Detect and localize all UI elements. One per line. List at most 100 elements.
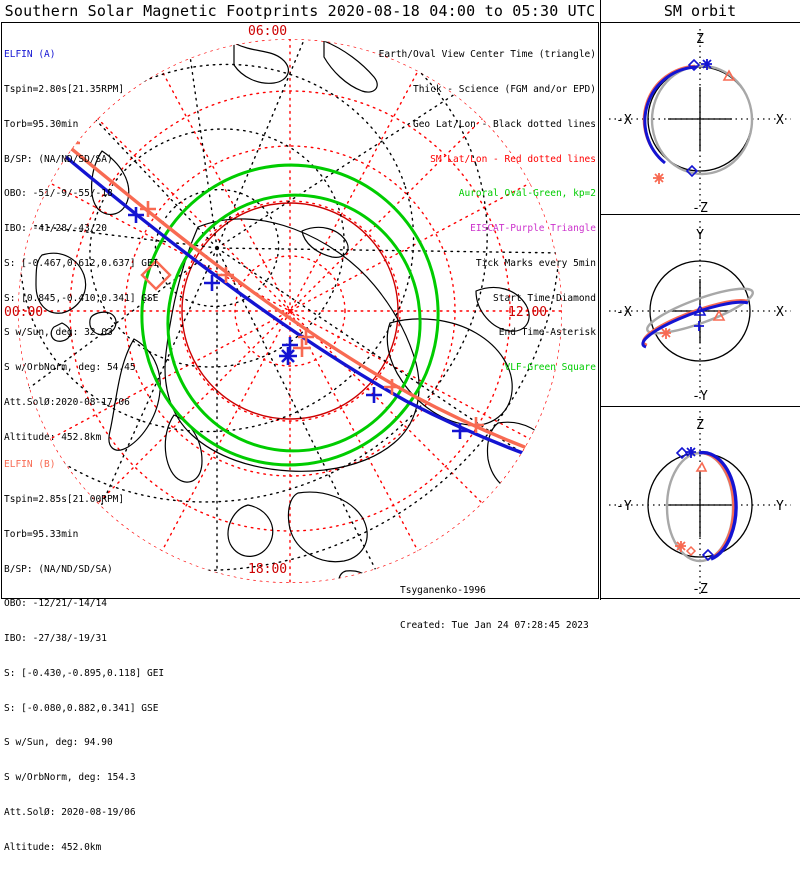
clock-label-right: 12:00 (508, 305, 548, 320)
axis-cross-xz (668, 87, 732, 151)
polar-map-svg (18, 39, 562, 583)
orbit-elfin-b-yz (700, 451, 735, 559)
axis-label-up-yz: Z (696, 418, 704, 433)
marker-center-asterisk-a (279, 347, 297, 365)
figure-root: Southern Solar Magnetic Footprints 2020-… (0, 0, 800, 853)
legend-item-5: EISCAT-Purple Triangle (470, 223, 596, 235)
elfin-b-line-4: IBO: -27/38/-19/31 (4, 633, 107, 645)
marker-asterisk-a-yz (685, 447, 696, 458)
orbit-gray-xy (646, 287, 754, 335)
coastlines (35, 40, 559, 583)
elfin-b-line-9: Att.SolØ: 2020-08-19/06 (4, 807, 136, 818)
marker-center-asterisk-b (293, 339, 311, 357)
marker-start-diamond-b (140, 259, 172, 291)
sm-orbit-title: SM orbit (663, 2, 737, 20)
legend-item-9: VLF-Green Square (504, 362, 596, 374)
orbit-elfin-a-xz (643, 65, 698, 165)
orbit-elfin-a-yz (698, 450, 738, 561)
axis-label-left-yz: -Y (616, 499, 632, 514)
marker-triangle-b-xy (712, 309, 726, 321)
marker-diamond-b-yz (685, 545, 697, 557)
elfin-b-info-block: ELFIN (B) Tspin=2.85s[21.00RPM] Torb=95.… (4, 436, 164, 877)
elfin-b-line-0: Tspin=2.85s[21.00RPM] (4, 493, 125, 505)
legend-item-1: Thick - Science (FGM and/or EPD) (412, 83, 596, 95)
elfin-a-line-2: B/SP: (NA/ND/SD/SA) (4, 153, 113, 165)
clock-label-left: 00:00 (4, 305, 44, 320)
elfin-b-line-2: B/SP: (NA/ND/SD/SA) (4, 563, 113, 575)
axis-label-right-xy: X (776, 305, 784, 320)
axis-label-up-xy: Y (696, 228, 704, 243)
legend-item-2: Geo Lat/Lon - Black dotted lines (412, 118, 596, 130)
panel-divider (600, 0, 601, 600)
orbit-elfin-a-xy (641, 300, 749, 349)
elfin-a-line-1: Torb=95.30min (4, 118, 79, 130)
sm-orbit-svg-xz: Z -X X -Z (609, 29, 791, 214)
model-name: Tsyganenko-1996 (400, 585, 486, 597)
marker-triangle-a-xy (693, 304, 707, 316)
elfin-a-line-6: S: [0.845,-0.410,0.341] GSE (4, 292, 159, 304)
axis-label-down-yz: -Z (692, 582, 708, 597)
sm-orbit-panel-yz: Z -Y Y -Z (601, 406, 800, 599)
legend-item-0: Earth/Oval View Center Time (triangle) (378, 49, 596, 61)
earth-circle-xy (649, 260, 751, 362)
orbit-gray-xz (650, 64, 754, 176)
elfin-b-line-10: Altitude: 452.0km (4, 841, 102, 853)
clock-label-bottom: 18:00 (248, 562, 288, 577)
axis-label-down-xy: -Y (692, 389, 708, 404)
sm-meridians (18, 39, 562, 583)
axis-label-left-xz: -X (616, 113, 632, 128)
elfin-a-line-4: IBO: -41/28/-43/20 (4, 223, 107, 235)
elfin-a-line-7: S w/Sun, deg: 32.03 (4, 327, 113, 339)
elfin-b-name: ELFIN (B) (4, 459, 56, 471)
axis-label-right-xz: X (776, 113, 784, 128)
trajectory-elfin-b (60, 139, 562, 463)
sm-orbit-svg-xy: Y -X X -Y (609, 221, 791, 404)
polar-map-panel (1, 22, 599, 599)
elfin-a-line-3: OBO: -51/-9/-55/-18 (4, 188, 113, 200)
elfin-b-line-6: S: [-0.080,0.882,0.341] GSE (4, 702, 159, 714)
legend-item-3: SM Lat/Lon - Red dotted lines (430, 153, 596, 165)
credit-block: Tsyganenko-1996 Created: Tue Jan 24 07:2… (400, 562, 590, 655)
marker-triangle-b-xz (722, 69, 736, 81)
clock-label-top: 06:00 (248, 24, 288, 39)
created-timestamp: Created: Tue Jan 24 07:28:45 2023 (400, 619, 589, 631)
marker-asterisk-b-yz (675, 541, 686, 552)
marker-asterisk-b-xz (653, 173, 664, 184)
axis-label-up-xz: Z (696, 32, 704, 47)
elfin-a-line-0: Tspin=2.80s[21.35RPM] (4, 83, 125, 95)
sm-orbit-panel-xy: Y -X X -Y (601, 214, 800, 406)
sm-inner-ring (181, 202, 399, 420)
marker-asterisk-a-xy (694, 321, 704, 331)
axis-label-down-xz: -Z (692, 201, 708, 214)
legend-item-6: Tick Marks every 5min (475, 257, 596, 269)
legend-item-7: Start Time-Diamond (493, 292, 596, 304)
sm-orbit-svg-yz: Z -Y Y -Z (609, 411, 791, 597)
sm-orbit-panel-xz: Z -X X -Z (601, 22, 800, 214)
elfin-a-line-9: Att.SolØ:2020-08-17/06 (4, 397, 130, 408)
marker-asterisk-a-xz (701, 59, 712, 70)
elfin-a-name: ELFIN (A) (4, 49, 56, 61)
elfin-a-line-10: Altitude: 452.8km (4, 431, 102, 443)
elfin-a-line-8: S w/OrbNorm, deg: 54.45 (4, 362, 136, 374)
axis-dotted-xy (609, 221, 791, 401)
elfin-b-line-5: S: [-0.430,-0.895,0.118] GEI (4, 667, 165, 679)
marker-triangle-b-yz (695, 461, 708, 472)
marker-asterisk-b-xy (660, 328, 671, 339)
axis-label-left-xy: -X (616, 305, 632, 320)
marker-diamond-a-xz (685, 58, 701, 178)
auroral-oval (140, 163, 440, 467)
elfin-a-info-block: ELFIN (A) Tspin=2.80s[21.35RPM] Torb=95.… (4, 26, 158, 467)
legend-item-8: End Time-Asterisk (498, 327, 596, 339)
marker-diamond-a-yz (675, 446, 715, 562)
axis-dotted-xz (609, 29, 791, 209)
elfin-b-line-7: S w/Sun, deg: 94.90 (4, 737, 113, 749)
page-title: Southern Solar Magnetic Footprints 2020-… (4, 2, 596, 20)
legend-item-4: Auroral Oval-Green, kp=2 (458, 188, 596, 200)
axis-label-right-yz: Y (776, 499, 784, 514)
elfin-a-line-5: S: [-0.467,0.612,0.637] GEI (4, 257, 159, 269)
elfin-b-line-1: Torb=95.33min (4, 528, 79, 540)
elfin-b-line-8: S w/OrbNorm, deg: 154.3 (4, 772, 136, 784)
elfin-b-line-3: OBO: -12/21/-14/14 (4, 598, 107, 610)
legend-block: Earth/Oval View Center Time (triangle) T… (258, 26, 596, 397)
axis-cross-yz (668, 473, 732, 537)
